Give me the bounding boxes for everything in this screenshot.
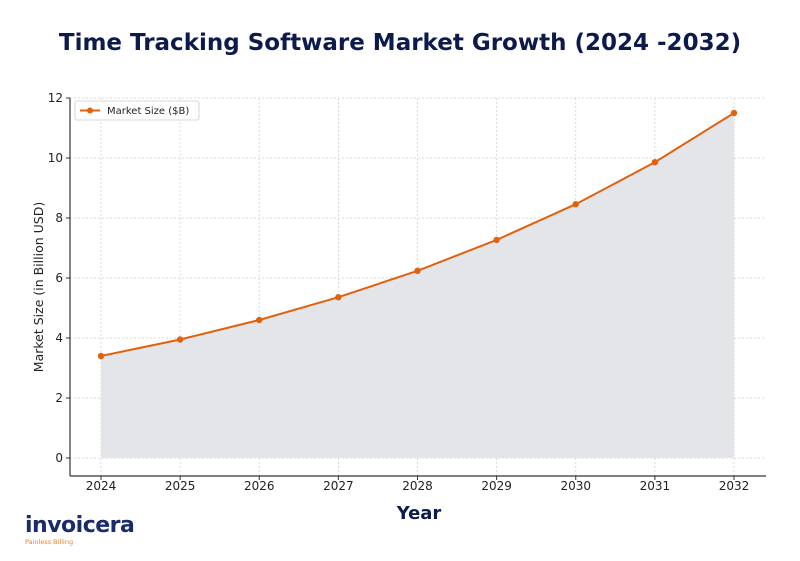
y-tick-label-0: 0 xyxy=(55,451,63,465)
x-tick-label-2032: 2032 xyxy=(719,479,750,493)
data-point-2027 xyxy=(335,294,342,301)
data-point-2024 xyxy=(97,352,105,360)
points-layer xyxy=(97,109,738,360)
legend-marker xyxy=(87,107,93,114)
logo: invoicera Painless Billing xyxy=(25,513,135,547)
y-tick-label-2: 2 xyxy=(55,391,63,405)
y-tick-label-8: 8 xyxy=(55,211,63,225)
x-tick-label-2028: 2028 xyxy=(402,479,433,493)
x-tick-label-2031: 2031 xyxy=(640,479,671,493)
x-tick-label-2027: 2027 xyxy=(323,479,354,493)
x-tick-label-2030: 2030 xyxy=(560,479,591,493)
data-point-2026 xyxy=(256,316,263,324)
legend-label: Market Size ($B) xyxy=(107,106,189,117)
area-fill xyxy=(101,113,734,458)
x-tick-label-2029: 2029 xyxy=(481,479,512,493)
y-axis-label: Market Size (in Billion USD) xyxy=(31,202,46,372)
logo-name: invoicera xyxy=(25,513,135,538)
y-tick-label-12: 12 xyxy=(48,91,63,105)
data-point-2030 xyxy=(572,201,579,208)
ticks-layer: 0 2 4 6 8 10 12 2024 2025 2026 2027 2028 2029 2030 203… xyxy=(48,91,750,493)
chart-title: Time Tracking Software Market Growth (20… xyxy=(58,30,742,56)
y-tick-label-10: 10 xyxy=(48,151,63,165)
legend: Market Size ($B) xyxy=(74,100,200,121)
data-point-2031 xyxy=(651,159,659,166)
x-tick-label-2025: 2025 xyxy=(165,479,196,493)
x-tick-label-2024: 2024 xyxy=(86,479,117,493)
x-axis-label: Year xyxy=(396,503,442,524)
y-tick-label-4: 4 xyxy=(55,331,63,345)
data-point-2029 xyxy=(493,236,500,244)
logo-tagline: Painless Billing xyxy=(25,538,74,546)
x-tick-label-2026: 2026 xyxy=(244,479,275,493)
data-point-2032 xyxy=(730,109,738,117)
y-tick-label-6: 6 xyxy=(55,271,63,285)
legend-box xyxy=(74,100,200,121)
data-point-2025 xyxy=(176,336,184,343)
data-point-2028 xyxy=(414,267,421,274)
